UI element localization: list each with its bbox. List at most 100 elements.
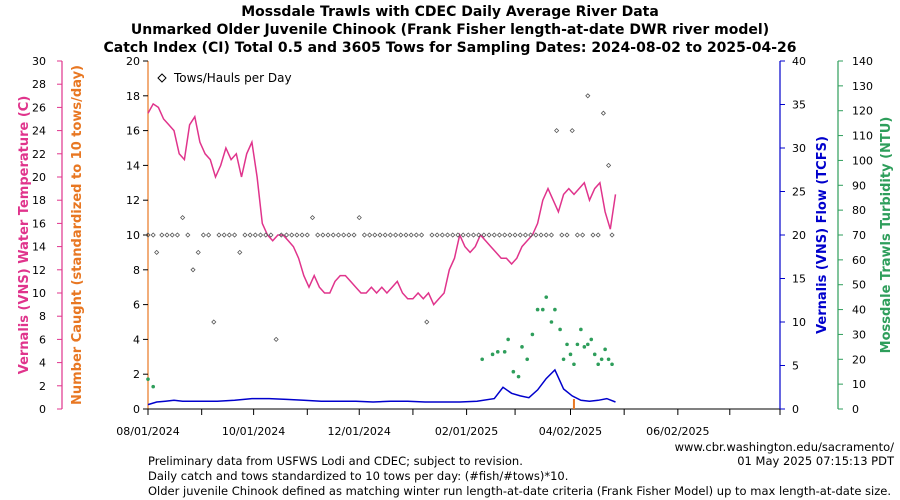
turbidity-point (592, 352, 597, 357)
tows-point (408, 232, 414, 238)
x-axis-tick-label: 02/01/2025 (435, 425, 498, 438)
tows-point (154, 249, 160, 255)
tows-point (346, 232, 352, 238)
tows-point (444, 232, 451, 238)
tows-point (419, 232, 425, 238)
tows-point (232, 232, 238, 238)
tows-point (377, 232, 383, 238)
catch-axis-tick-label: 2 (133, 368, 140, 381)
turbidity-point (495, 350, 500, 354)
turbidity-point (610, 362, 614, 367)
tows-point (226, 232, 232, 238)
turbidity-point (599, 357, 604, 362)
tows-point (195, 249, 201, 255)
legend-diamond-icon (157, 73, 167, 83)
tows-point (304, 232, 310, 238)
turbidity-point (565, 342, 569, 347)
tows-point (548, 232, 555, 238)
temperature-axis-tick-label: 16 (32, 217, 46, 230)
temperature-axis-tick-label: 14 (32, 241, 46, 254)
flow-axis-tick-label: 30 (792, 142, 806, 155)
turbidity-point (151, 384, 155, 389)
tows-point (533, 232, 539, 238)
x-axis-tick-label: 12/01/2024 (328, 425, 391, 438)
flow-axis-tick-label: 5 (792, 360, 799, 373)
turbidity-axis-tick-label: 10 (852, 378, 866, 391)
footnote-2: Daily catch and tows standardized to 10 … (148, 469, 569, 483)
footnote-3: Older juvenile Chinook defined as matchi… (148, 484, 892, 498)
turbidity-axis-tick-label: 70 (852, 229, 866, 242)
catch-axis-tick-label: 16 (126, 125, 140, 138)
tows-point (424, 319, 430, 325)
catch-axis-title: Number Caught (standardized to 10 tows/d… (70, 65, 85, 405)
turbidity-axis-title: Mossdale Trawls Turbidity (NTU) (879, 117, 894, 354)
tows-point (268, 232, 274, 238)
catch-axis-tick-label: 12 (126, 194, 140, 207)
tows-point (517, 232, 523, 238)
x-axis-tick-label: 10/01/2024 (222, 425, 285, 438)
tows-point (590, 232, 596, 238)
turbidity-point (586, 342, 590, 347)
tows-point (580, 232, 586, 238)
x-axis-tick-label: 06/02/2025 (646, 425, 709, 438)
turbidity-point (603, 347, 607, 352)
credit-url[interactable]: www.cbr.washington.edu/sacramento/ (674, 440, 894, 454)
tows-point (309, 215, 316, 221)
flow-axis-title: Vernalis (VNS) Flow (TCFS) (815, 136, 830, 334)
catch-axis-tick-label: 14 (126, 159, 140, 172)
temperature-axis-tick-label: 8 (39, 310, 46, 323)
tows-point (606, 162, 612, 168)
turbidity-point (606, 357, 611, 362)
turbidity-point (490, 352, 495, 357)
temperature-axis-tick-label: 12 (32, 264, 46, 277)
temperature-axis-tick-label: 0 (39, 403, 46, 416)
tows-point (455, 232, 461, 238)
flow-axis-tick-label: 15 (792, 273, 806, 286)
tows-point (237, 249, 243, 255)
tows-point (289, 232, 295, 238)
tows-point (543, 232, 549, 238)
tows-point (600, 110, 606, 116)
tows-point (335, 232, 342, 238)
temperature-axis-tick-label: 26 (32, 101, 46, 114)
tows-point (263, 232, 269, 238)
tows-point (585, 93, 591, 99)
tows-point (429, 232, 435, 238)
tows-point (361, 232, 368, 238)
footnote-1: Preliminary data from USFWS Lodi and CDE… (148, 454, 523, 468)
catch-axis-tick-label: 10 (126, 229, 140, 242)
tows-point (169, 232, 175, 238)
tows-point (398, 232, 404, 238)
chart-title-line-2: Unmarked Older Juvenile Chinook (Frank F… (130, 22, 770, 38)
turbidity-axis-tick-label: 80 (852, 204, 866, 217)
turbidity-point (589, 337, 594, 342)
turbidity-point (572, 362, 576, 367)
tows-point (393, 232, 399, 238)
turbidity-point (506, 337, 510, 342)
tows-point (159, 232, 165, 238)
tows-point (569, 128, 575, 134)
tows-point (200, 232, 206, 238)
flow-line (147, 368, 616, 406)
tows-point (367, 232, 373, 238)
x-axis-tick-label: 04/02/2025 (539, 425, 602, 438)
tows-point (330, 232, 336, 238)
turbidity-axis-tick-label: 30 (852, 328, 866, 341)
tows-point (341, 232, 347, 238)
tows-point (206, 232, 212, 238)
tows-point (299, 232, 305, 238)
turbidity-point (535, 307, 540, 312)
tows-point (315, 232, 321, 238)
turbidity-point (516, 374, 521, 379)
turbidity-axis-tick-label: 0 (852, 403, 859, 416)
tows-point (278, 232, 284, 238)
tows-point (522, 232, 529, 238)
turbidity-point (525, 357, 529, 362)
temperature-axis-tick-label: 24 (32, 125, 46, 138)
turbidity-axis-tick-label: 90 (852, 179, 866, 192)
tows-point (257, 232, 264, 238)
tows-point (372, 232, 378, 238)
tows-point (221, 232, 227, 238)
legend-label: Tows/Hauls per Day (173, 71, 292, 85)
tows-point (609, 232, 615, 238)
